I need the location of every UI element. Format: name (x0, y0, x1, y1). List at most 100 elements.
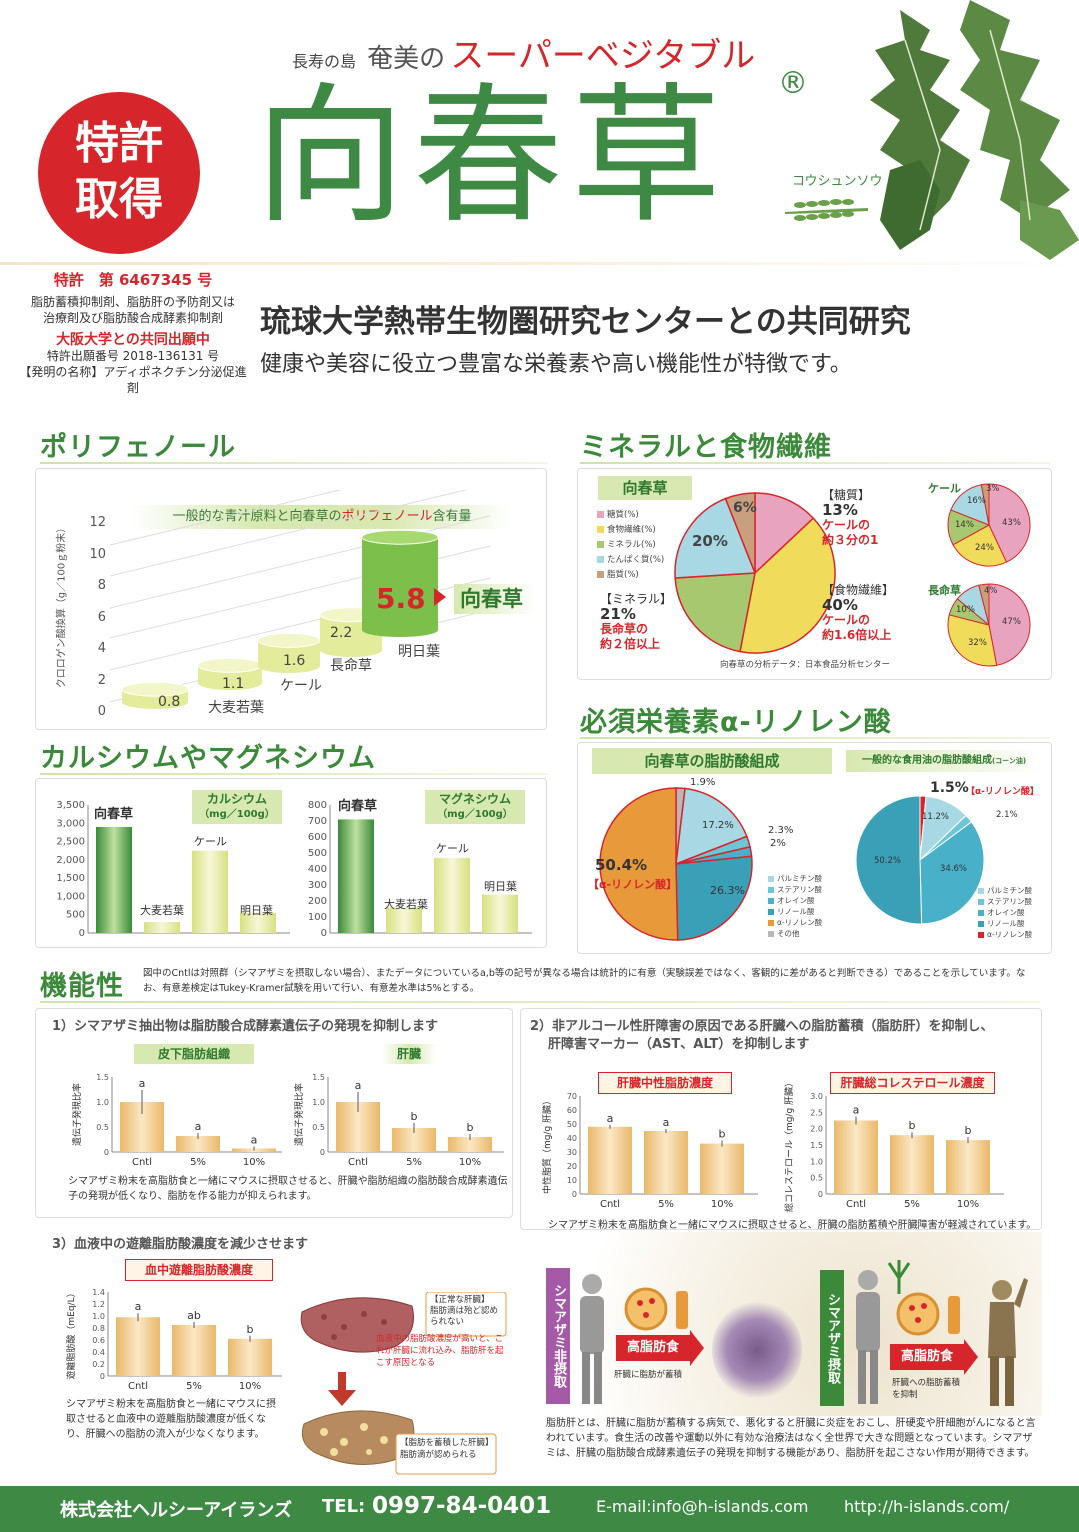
bar (386, 907, 422, 933)
mg-unit: （mg／100g） (437, 809, 513, 820)
calcium-heading: カルシウムやマグネシウム (40, 743, 376, 774)
patent-osaka: 大阪大学との共同出願中 (56, 332, 210, 348)
pizza-icon (624, 1287, 688, 1331)
s1-tab-a: 皮下脂肪組織 (134, 1044, 254, 1064)
y-tick-label: 50 (567, 1120, 577, 1129)
legend-item: ステアリン酸 (978, 896, 1032, 907)
s3-tab: 血中遊離脂肪酸濃度 (125, 1259, 273, 1281)
y-tick-label: 100 (308, 912, 327, 923)
fatty-pie-right (855, 795, 985, 925)
ca-title-text: カルシウム (206, 792, 267, 806)
bar (192, 850, 228, 933)
wheat-icon (780, 190, 870, 230)
legend-item: 食物繊維(%) (597, 523, 664, 538)
footer-email[interactable]: E-mail:info@h-islands.com (596, 1497, 809, 1516)
fatty-tab-left: 向春草の脂肪酸組成 (592, 748, 832, 774)
mineral-frame (577, 468, 1052, 680)
patent-badge: 特許 取得 (38, 92, 200, 254)
y-tick-label: 1.5 (96, 1073, 109, 1082)
bar-label: 向春草 (94, 806, 133, 822)
y-tick-label: 3.0 (810, 1092, 823, 1101)
patent-badge-line2: 取得 (75, 174, 163, 225)
y-tick-label: 0 (572, 1190, 577, 1199)
footer-bar: 株式会社ヘルシーアイランズ TEL: 0997-84-0401 E-mail:i… (0, 1486, 1079, 1532)
ytick: 6 (97, 609, 106, 625)
bar (434, 857, 470, 933)
mg-title-text: マグネシウム (438, 792, 511, 806)
ann-min-d: 約２倍以上 (600, 637, 661, 651)
patent-invention: 【発明の名称】アディポネクチン分泌促進剤 (19, 365, 247, 395)
polyphenol-heading: ポリフェノール (40, 432, 236, 463)
tagline-main: 奄美の (367, 44, 446, 74)
significance-letter: ab (187, 1309, 201, 1322)
y-tick-label: 30 (567, 1148, 577, 1157)
legend-item: リノール酸 (978, 918, 1032, 929)
liver-normal: 【正常な肝臓】 脂肪滴は殆ど認められない (430, 1295, 504, 1328)
legend-item: 脂質(%) (597, 568, 664, 583)
significance-letter: a (251, 1134, 258, 1147)
y-tick-label: 0.6 (92, 1336, 105, 1345)
bottom-text: 脂肪肝とは、肝臓に脂肪が蓄積する病気で、悪化すると肝臓に炎症をおこし、肝硬変や肝… (546, 1418, 1036, 1459)
pizza-icon (896, 1292, 960, 1336)
y-tick-label: 2.0 (810, 1125, 823, 1134)
fatty-legend-left: パルミチン酸 ステアリン酸 オレイン酸 リノール酸 α-リノレン酸 その他 (768, 873, 822, 939)
fatty-frame (577, 742, 1052, 954)
choumei-slice (947, 614, 998, 667)
legend-item: リノール酸 (768, 906, 822, 917)
footer-tel: 0997-84-0401 (372, 1493, 552, 1519)
bar-label: ケール (194, 835, 227, 848)
legend-item: 糖質(%) (597, 508, 664, 523)
bar (644, 1131, 688, 1194)
polyphenol-bar-base (258, 659, 320, 673)
fatty-left-pct-1: 17.2% (702, 820, 734, 831)
bar-label: 向春草 (338, 798, 377, 814)
ann-min-b: 21% (600, 605, 636, 623)
significance-letter: a (195, 1120, 202, 1133)
s2-title-b: 肝障害マーカー（AST、ALT）を抑制します (548, 1037, 810, 1052)
kale-label: ケール (928, 482, 961, 495)
fatty-right-pct-0: 11.2% (922, 812, 950, 822)
s3-desc: シマアザミ粉末を高脂肪食と一緒にマウスに摂取させると血液中の遊離脂肪酸濃度が低く… (66, 1399, 276, 1440)
liver-normal-b: 脂肪滴は殆ど認められない (430, 1306, 499, 1327)
fatty-left-pct-2: 2.3% (768, 825, 794, 836)
polyphenol-banner-red: ポリフェノール (341, 509, 433, 524)
kale-pct-0: 16% (967, 496, 986, 506)
mineral-slice (674, 497, 757, 579)
y-tick-label: 0.2 (92, 1360, 105, 1369)
y-tick-label: 2.5 (810, 1108, 823, 1117)
fatty-left-slice (599, 787, 679, 941)
y-tick-label: 500 (66, 910, 85, 921)
y-tick-label: 3,500 (56, 800, 85, 811)
fatty-right-pct-3: 34.6% (940, 864, 968, 874)
polyphenol-bar-top (257, 632, 321, 648)
y-tick-label: 1.0 (810, 1157, 823, 1166)
bar (946, 1140, 990, 1194)
fatty-right-pct-2: 50.2% (874, 856, 902, 866)
ann-sugar-d: 約３分の1 (822, 533, 879, 547)
s3-chart: 1.4 1.2 1.0 0.8 0.6 0.4 0.2 0 a Cntl ab 5% b 10% 遊離脂肪酸… (65, 1288, 282, 1392)
polyphenol-frame (35, 468, 547, 730)
kale-slice (952, 524, 1008, 567)
y-axis-label: 遊離脂肪酸（mEq/L） (65, 1288, 77, 1379)
bar (338, 819, 374, 933)
significance-letter: b (719, 1128, 726, 1141)
y-tick-label: 0 (79, 928, 85, 939)
mineral-tab: 向春草 (598, 476, 692, 500)
y-tick-label: 1.4 (92, 1288, 105, 1297)
legend-item: ステアリン酸 (768, 884, 822, 895)
footer-url[interactable]: http://h-islands.com/ (844, 1497, 1010, 1516)
liver-fat: 【脂肪を蓄積した肝臓】 脂肪滴が認められる (400, 1437, 494, 1461)
bar (172, 1325, 216, 1376)
ytick: 2 (97, 672, 106, 688)
calcium-chart: 3,500 3,000 2,500 2,000 1,500 1,000 500 0 向春草大麦若… (56, 800, 290, 939)
kale-pct-4: 24% (975, 543, 994, 553)
fatty-tab-right-small: (コーン油) (991, 757, 1027, 765)
legend-item: オレイン酸 (978, 907, 1032, 918)
fatty-left-pct-0: 1.9% (690, 777, 716, 788)
y-tick-label: 1.2 (92, 1300, 105, 1309)
choumei-pie (947, 583, 1031, 667)
significance-letter: a (139, 1077, 146, 1090)
y-tick-label: 70 (567, 1092, 577, 1101)
x-tick-label: Cntl (128, 1381, 148, 1392)
y-tick-label: 0 (321, 928, 327, 939)
